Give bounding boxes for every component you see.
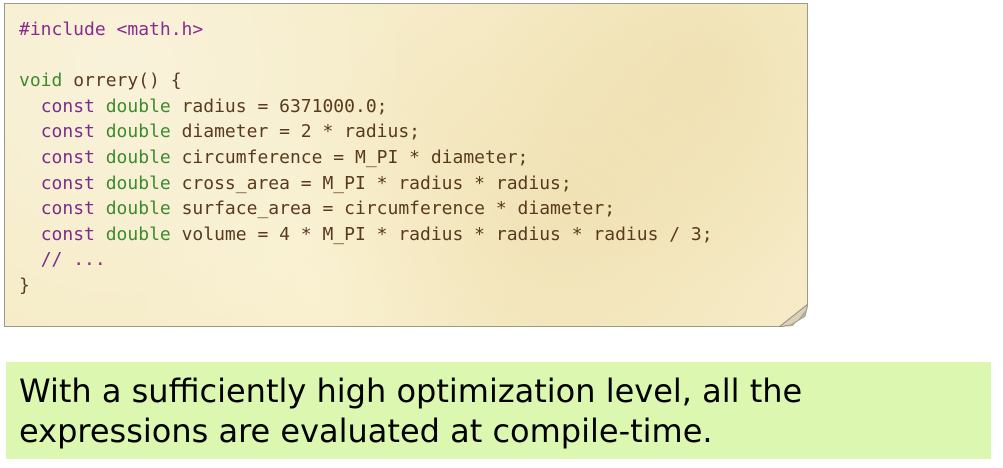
keyword-const: const [40,198,95,220]
statement-text: cross_area = M_PI * radius * radius; [170,172,572,194]
type-double: double [105,95,171,117]
page-curl-icon [779,304,808,327]
type-double: double [105,172,171,194]
code-line-function-signature: void orrery() { [19,68,713,94]
code-line-closing-brace: } [19,273,713,299]
preprocessor-directive: #include <math.h> [19,19,204,40]
code-line-comment: // ... [19,247,713,273]
statement-text: radius = 6371000.0; [170,95,388,117]
type-double: double [105,198,171,220]
keyword-const: const [40,172,95,194]
function-signature-text: orrery() { [62,70,182,92]
type-double: double [105,146,171,168]
return-type: void [19,70,63,92]
statement-text: diameter = 2 * radius; [170,121,420,143]
keyword-const: const [40,121,95,143]
note-box: With a sufficiently high optimization le… [6,362,991,459]
type-double: double [105,223,171,245]
code-line-circumference: const double circumference = M_PI * diam… [19,145,713,171]
code-line-surface-area: const double surface_area = circumferenc… [19,196,713,222]
keyword-const: const [40,95,95,117]
keyword-const: const [40,223,95,245]
keyword-const: const [40,146,95,168]
statement-text: circumference = M_PI * diameter; [170,146,529,168]
statement-text: surface_area = circumference * diameter; [170,198,616,220]
code-line-volume: const double volume = 4 * M_PI * radius … [19,222,713,248]
code-comment: // ... [40,249,106,271]
code-line-cross-area: const double cross_area = M_PI * radius … [19,171,713,197]
code-line-include: #include <math.h> [19,17,713,43]
code-line-radius: const double radius = 6371000.0; [19,94,713,120]
note-text: With a sufficiently high optimization le… [19,372,803,450]
code-block: #include <math.h> void orrery() { const d… [19,17,713,299]
statement-text: volume = 4 * M_PI * radius * radius * ra… [170,223,713,245]
code-line-diameter: const double diameter = 2 * radius; [19,119,713,145]
type-double: double [105,121,171,143]
code-line-blank [19,43,713,69]
closing-brace: } [19,274,30,296]
code-card: #include <math.h> void orrery() { const d… [4,3,808,327]
